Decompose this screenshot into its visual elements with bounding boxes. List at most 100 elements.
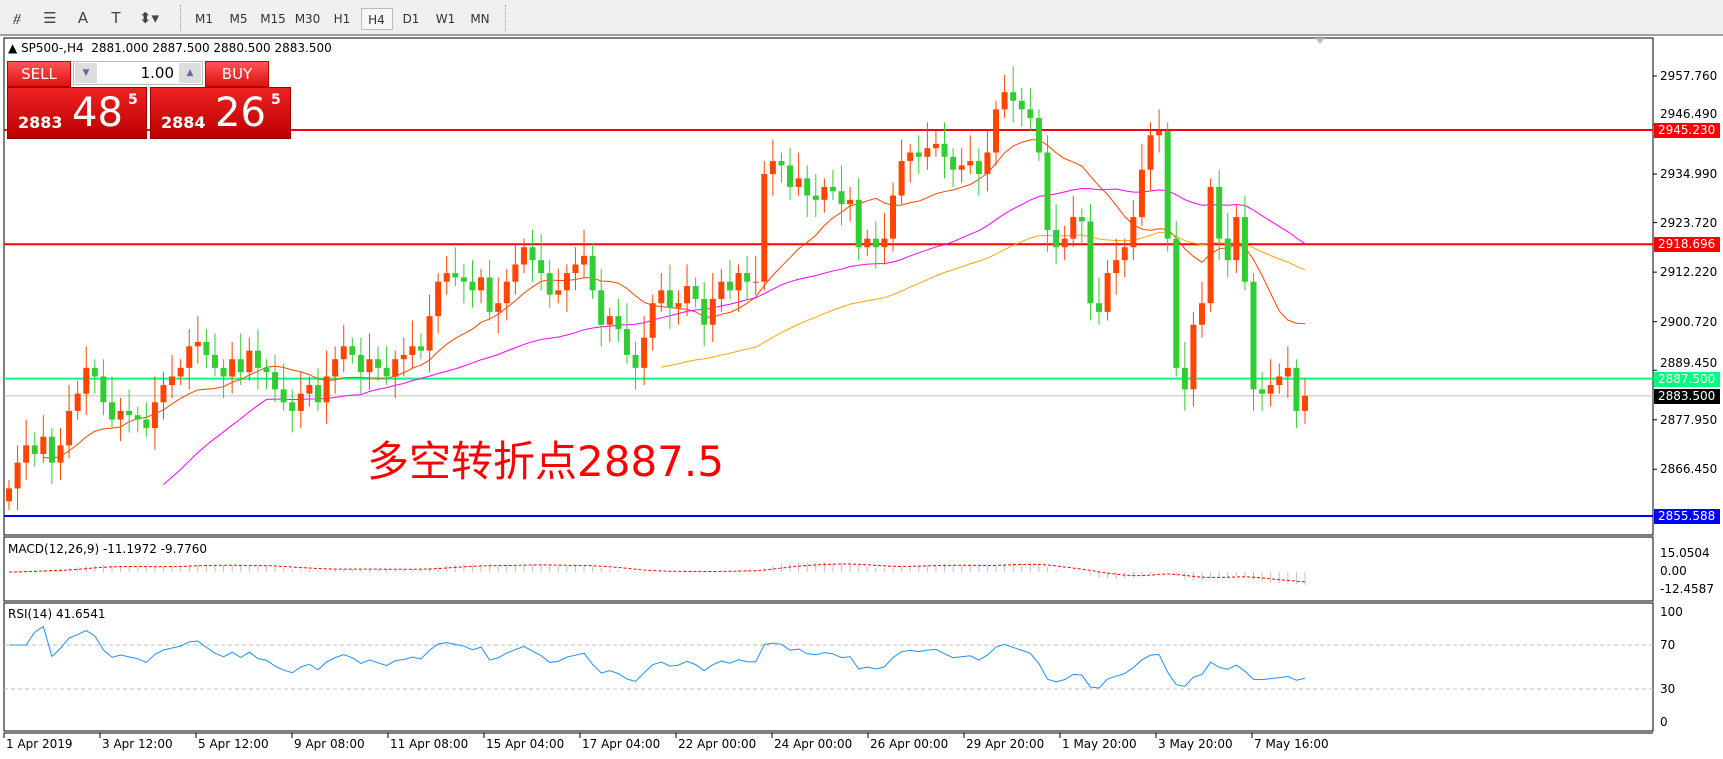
time-tick-label: 26 Apr 00:00 xyxy=(870,737,949,751)
candle-body xyxy=(400,354,407,360)
sell-button[interactable]: SELL xyxy=(7,61,71,87)
candle-body xyxy=(924,148,931,157)
candle-body xyxy=(589,255,596,291)
rsi-panel xyxy=(3,602,1654,732)
candle-body xyxy=(881,238,888,248)
indicators-icon[interactable]: ⧣ xyxy=(12,9,22,27)
candle-body xyxy=(1027,109,1034,119)
candle-body xyxy=(143,419,150,429)
price-tick-label: 2889.450 xyxy=(1660,355,1718,370)
candle-body xyxy=(229,359,236,377)
candle-body xyxy=(1078,217,1085,222)
macd-signal-line xyxy=(8,563,1306,583)
price-line-tag[interactable]: 2945.230 xyxy=(1654,122,1720,138)
price-tick-label: 2912.220 xyxy=(1660,265,1718,280)
candle-body xyxy=(100,376,107,403)
candle-body xyxy=(160,385,167,403)
buy-button[interactable]: BUY xyxy=(205,61,269,87)
candle-body xyxy=(1130,217,1137,248)
text-icon[interactable]: A xyxy=(77,9,89,27)
candle-body xyxy=(701,298,708,325)
candle-body xyxy=(821,186,828,200)
timeframe-m30[interactable]: M30 xyxy=(294,12,321,26)
fibonacci-icon[interactable]: ☰ xyxy=(43,9,57,27)
sell-price-button[interactable]: 2883 48 5 xyxy=(7,87,147,139)
candle-body xyxy=(958,165,965,170)
lot-size-input[interactable]: ▼ 1.00 ▲ xyxy=(73,61,203,85)
arrows-icon[interactable]: ⬍▾ xyxy=(138,9,160,27)
candle-body xyxy=(1267,385,1274,394)
candle-body xyxy=(975,161,982,175)
rsi-tick-label: 0 xyxy=(1660,715,1668,729)
candle-body xyxy=(804,178,811,196)
rsi-tick-label: 100 xyxy=(1660,605,1683,619)
price-line-tag[interactable]: 2918.696 xyxy=(1654,237,1720,253)
candle-body xyxy=(847,199,854,205)
candle-body xyxy=(1121,247,1128,261)
timeframe-w1[interactable]: W1 xyxy=(435,12,456,26)
candle-body xyxy=(503,281,510,304)
candle-body xyxy=(1087,221,1094,304)
timeframe-m5[interactable]: M5 xyxy=(229,12,248,26)
chart-shift-marker-icon xyxy=(1315,38,1325,44)
candle-body xyxy=(1259,389,1266,394)
timeframe-h4[interactable]: H4 xyxy=(360,8,393,30)
candle-body xyxy=(675,303,682,308)
price-tick-label: 2900.720 xyxy=(1660,314,1718,329)
candle-body xyxy=(726,281,733,291)
lot-decrease-icon[interactable]: ▼ xyxy=(75,63,97,83)
candle-body xyxy=(332,359,339,377)
candle-body xyxy=(761,174,768,282)
candle-body xyxy=(829,186,836,192)
text-label-icon[interactable]: T xyxy=(111,9,121,27)
candle-body xyxy=(254,350,261,368)
candle-body xyxy=(872,238,879,248)
candle-body xyxy=(572,264,579,274)
candle-body xyxy=(169,376,176,386)
candle-body xyxy=(23,445,30,463)
candle-body xyxy=(1018,100,1025,110)
price-line-tag[interactable]: 2855.588 xyxy=(1654,509,1720,525)
candle-body xyxy=(495,303,502,312)
candle-body xyxy=(606,316,613,325)
macd-label: MACD(12,26,9) -11.1972 -9.7760 xyxy=(8,542,208,556)
candle-body xyxy=(1070,217,1077,239)
time-tick-label: 5 Apr 12:00 xyxy=(198,737,269,751)
lot-value[interactable]: 1.00 xyxy=(140,64,174,82)
timeframe-m15[interactable]: M15 xyxy=(260,12,286,26)
one-click-trading-panel: SELL ▼ 1.00 ▲ BUY 2883 48 5 2884 26 5 xyxy=(7,61,291,139)
macd-panel xyxy=(3,536,1654,602)
candle-body xyxy=(1224,238,1231,261)
sell-price-big: 48 xyxy=(72,90,123,136)
candle-body xyxy=(117,410,124,420)
timeframe-mn[interactable]: MN xyxy=(470,12,490,26)
candle-body xyxy=(435,281,442,317)
candle-body xyxy=(632,354,639,368)
candle-body xyxy=(443,273,450,282)
timeframe-m1[interactable]: M1 xyxy=(195,12,213,26)
macd-tick-label: 15.0504 xyxy=(1660,546,1710,560)
lot-increase-icon[interactable]: ▲ xyxy=(179,63,201,83)
collapse-triangle-icon[interactable]: ▲ xyxy=(8,41,18,55)
time-tick-label: 17 Apr 04:00 xyxy=(582,737,661,751)
price-tick-label: 2934.990 xyxy=(1660,167,1718,182)
timeframe-d1[interactable]: D1 xyxy=(402,12,420,26)
candle-body xyxy=(598,290,605,325)
candle-body xyxy=(1293,367,1300,411)
toolbar: ⧣ ☰ A T ⬍▾ M1 M5 M15 M30 H1 H4 D1 W1 MN xyxy=(0,0,1723,36)
candle-body xyxy=(48,436,55,463)
time-tick-label: 3 May 20:00 xyxy=(1158,737,1233,751)
candle-body xyxy=(855,199,862,248)
chart-annotation-text[interactable]: 多空转折点2887.5 xyxy=(367,437,724,486)
rsi-line xyxy=(9,625,1306,689)
ohlc-values: 2881.000 2887.500 2880.500 2883.500 xyxy=(91,41,332,55)
price-line-tag[interactable]: 2887.500 xyxy=(1654,371,1720,387)
candle-body xyxy=(426,316,433,351)
buy-price-button[interactable]: 2884 26 5 xyxy=(150,87,291,139)
price-line-tag[interactable]: 2883.500 xyxy=(1654,388,1720,404)
candle-body xyxy=(1061,238,1068,248)
candle-body xyxy=(658,290,665,304)
timeframe-h1[interactable]: H1 xyxy=(333,12,351,26)
ma-slow-line xyxy=(661,231,1306,368)
candle-body xyxy=(323,376,330,403)
